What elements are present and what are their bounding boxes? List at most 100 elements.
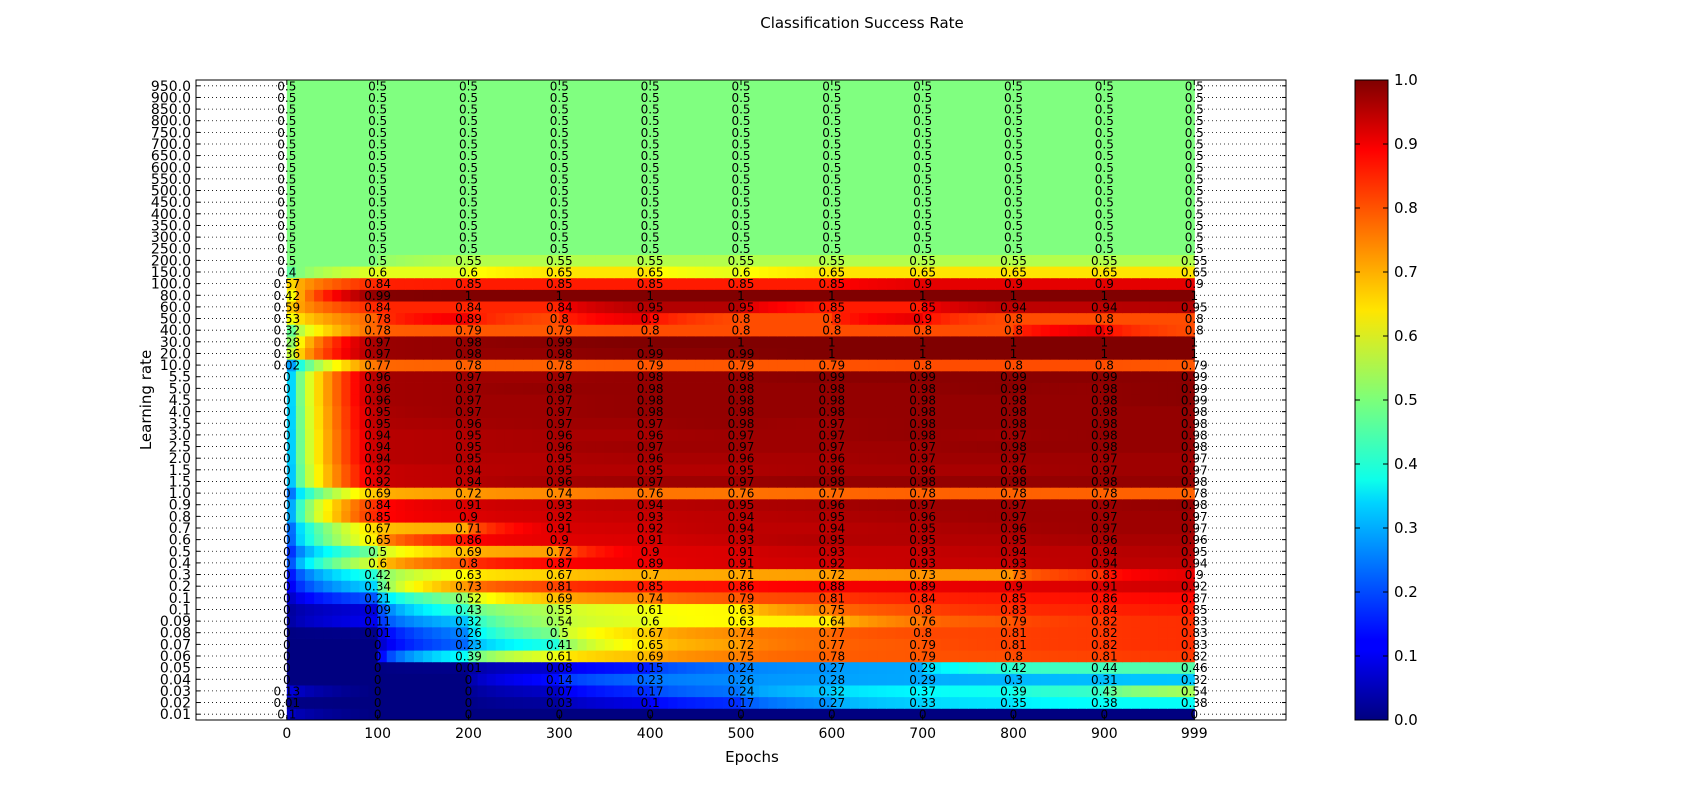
heatmap-cell <box>668 289 679 302</box>
heatmap-cell <box>450 498 461 511</box>
heatmap-cell <box>1058 196 1069 209</box>
heatmap-cell <box>668 359 679 372</box>
heatmap-cell <box>586 289 597 302</box>
heatmap-cell <box>977 324 987 337</box>
heatmap-cell <box>314 405 324 418</box>
heatmap-cell <box>586 638 597 651</box>
heatmap-cell <box>768 603 778 616</box>
heatmap-cell <box>1176 626 1186 639</box>
heatmap-cell <box>877 347 887 360</box>
heatmap-cell <box>1013 638 1024 651</box>
heatmap-cell <box>1040 510 1051 523</box>
heatmap-cell <box>1095 592 1105 605</box>
heatmap-cell <box>822 487 833 500</box>
heatmap-cell <box>423 464 433 477</box>
heatmap-cell <box>323 661 333 674</box>
heatmap-cell <box>486 533 497 546</box>
heatmap-cell <box>404 557 415 570</box>
heatmap-cell <box>868 231 878 244</box>
heatmap-cell <box>713 359 724 372</box>
heatmap-cell <box>495 277 506 290</box>
heatmap-cell <box>404 254 415 267</box>
heatmap-cell <box>877 440 887 453</box>
heatmap-cell <box>450 359 461 372</box>
heatmap-cell <box>286 487 297 500</box>
heatmap-cell <box>1140 208 1150 221</box>
heatmap-cell <box>759 196 769 209</box>
heatmap-cell <box>341 254 352 267</box>
heatmap-cell <box>868 661 878 674</box>
heatmap-cell <box>1049 254 1060 267</box>
heatmap-cell <box>1104 522 1114 535</box>
heatmap-cell <box>459 149 470 162</box>
heatmap-cell <box>904 638 915 651</box>
heatmap-cell <box>1068 626 1078 639</box>
heatmap-cell <box>1086 429 1096 442</box>
heatmap-cell <box>786 522 797 535</box>
heatmap-cell <box>305 266 315 279</box>
heatmap-cell <box>1049 196 1060 209</box>
heatmap-cell <box>577 696 588 709</box>
heatmap-cell <box>450 464 461 477</box>
heatmap-cell <box>741 615 751 628</box>
heatmap-cell <box>1140 696 1150 709</box>
heatmap-cell <box>432 615 442 628</box>
heatmap-cell <box>1013 429 1024 442</box>
heatmap-cell <box>1095 673 1105 686</box>
heatmap-cell <box>850 301 860 314</box>
heatmap-cell <box>704 661 715 674</box>
heatmap-cell <box>486 603 497 616</box>
heatmap-cell <box>286 405 297 418</box>
heatmap-cell <box>686 650 697 663</box>
heatmap-cell <box>940 231 951 244</box>
heatmap-cell <box>886 382 897 395</box>
heatmap-cell <box>1068 149 1078 162</box>
heatmap-cell <box>895 184 906 197</box>
heatmap-cell <box>795 533 806 546</box>
heatmap-cell <box>450 254 461 267</box>
heatmap-cell <box>541 475 551 488</box>
heatmap-cell <box>305 289 315 302</box>
heatmap-cell <box>323 487 333 500</box>
heatmap-cell <box>695 626 706 639</box>
heatmap-cell <box>541 208 551 221</box>
heatmap-cell <box>895 359 906 372</box>
heatmap-cell <box>559 405 570 418</box>
heatmap-cell <box>541 708 551 720</box>
heatmap-cell <box>468 405 479 418</box>
heatmap-cell <box>386 522 397 535</box>
heatmap-cell <box>768 184 778 197</box>
heatmap-cell <box>1167 650 1177 663</box>
heatmap-cell <box>286 138 297 151</box>
heatmap-cell <box>1049 301 1060 314</box>
heatmap-cell <box>840 219 851 232</box>
heatmap-cell <box>1140 615 1150 628</box>
heatmap-cell <box>332 173 342 186</box>
heatmap-cell <box>804 452 815 465</box>
heatmap-cell <box>659 603 669 616</box>
heatmap-cell <box>632 696 642 709</box>
heatmap-cell <box>713 242 724 255</box>
heatmap-cell <box>532 638 542 651</box>
heatmap-cell <box>1004 580 1015 593</box>
heatmap-cell <box>450 615 461 628</box>
chart-title: Classification Success Rate <box>760 14 964 32</box>
heatmap-cell <box>604 545 615 558</box>
heatmap-cell <box>559 417 570 430</box>
heatmap-cell <box>704 650 715 663</box>
heatmap-cell <box>750 498 760 511</box>
heatmap-cell <box>1095 557 1105 570</box>
heatmap-cell <box>532 347 542 360</box>
heatmap-cell <box>305 661 315 674</box>
heatmap-cell <box>1031 370 1042 383</box>
heatmap-cell <box>495 650 506 663</box>
heatmap-cell <box>931 464 942 477</box>
heatmap-cell <box>913 242 924 255</box>
heatmap-cell <box>686 184 697 197</box>
heatmap-cell <box>722 312 733 325</box>
heatmap-cell <box>1022 242 1033 255</box>
heatmap-cell <box>568 464 579 477</box>
heatmap-cell <box>641 440 651 453</box>
heatmap-cell <box>750 568 760 581</box>
heatmap-cell <box>1149 370 1159 383</box>
